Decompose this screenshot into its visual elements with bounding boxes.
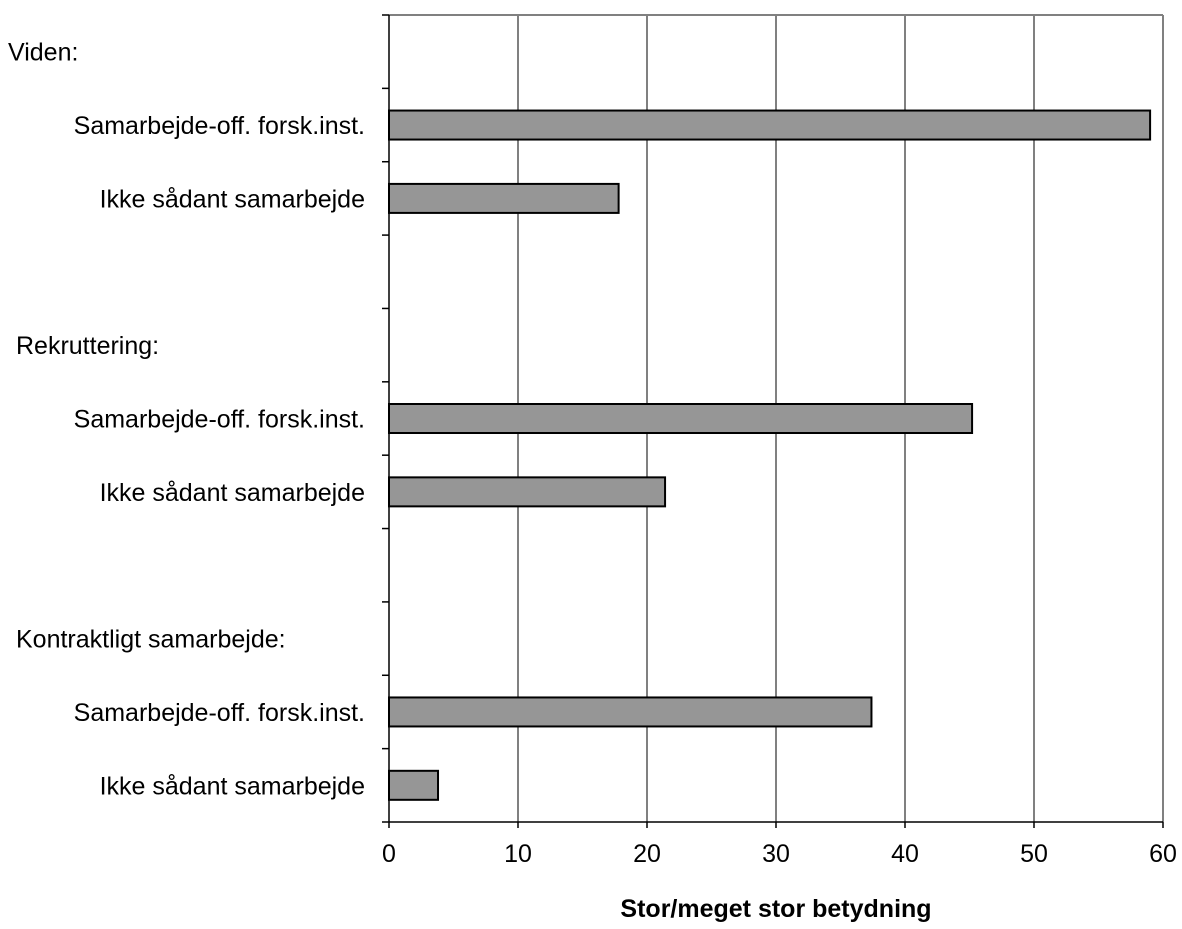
category-label: Ikke sådant samarbejde xyxy=(100,185,365,213)
category-label: Ikke sådant samarbejde xyxy=(100,772,365,800)
bar xyxy=(388,182,620,214)
x-tick-label-50: 50 xyxy=(1020,840,1048,868)
group-header: Rekruttering: xyxy=(16,332,159,360)
category-label: Samarbejde-off. forsk.inst. xyxy=(74,699,365,727)
bar xyxy=(388,403,974,434)
x-tick-label-60: 60 xyxy=(1149,840,1177,868)
x-tick-label-40: 40 xyxy=(891,840,919,868)
x-axis-label: Stor/meget stor betydning xyxy=(620,895,931,923)
x-tick-label-20: 20 xyxy=(633,840,661,868)
category-label: Samarbejde-off. forsk.inst. xyxy=(74,112,365,140)
group-header: Kontraktligt samarbejde: xyxy=(16,626,286,654)
bar xyxy=(388,109,1152,141)
category-label: Ikke sådant samarbejde xyxy=(100,479,365,507)
x-tick-label-10: 10 xyxy=(504,840,532,868)
bar xyxy=(388,696,873,728)
x-tick-label-30: 30 xyxy=(762,840,790,868)
bar xyxy=(388,769,440,801)
x-tick-label-0: 0 xyxy=(382,840,396,868)
bar xyxy=(388,476,667,508)
group-header: Viden: xyxy=(8,39,78,67)
category-label: Samarbejde-off. forsk.inst. xyxy=(74,406,365,434)
